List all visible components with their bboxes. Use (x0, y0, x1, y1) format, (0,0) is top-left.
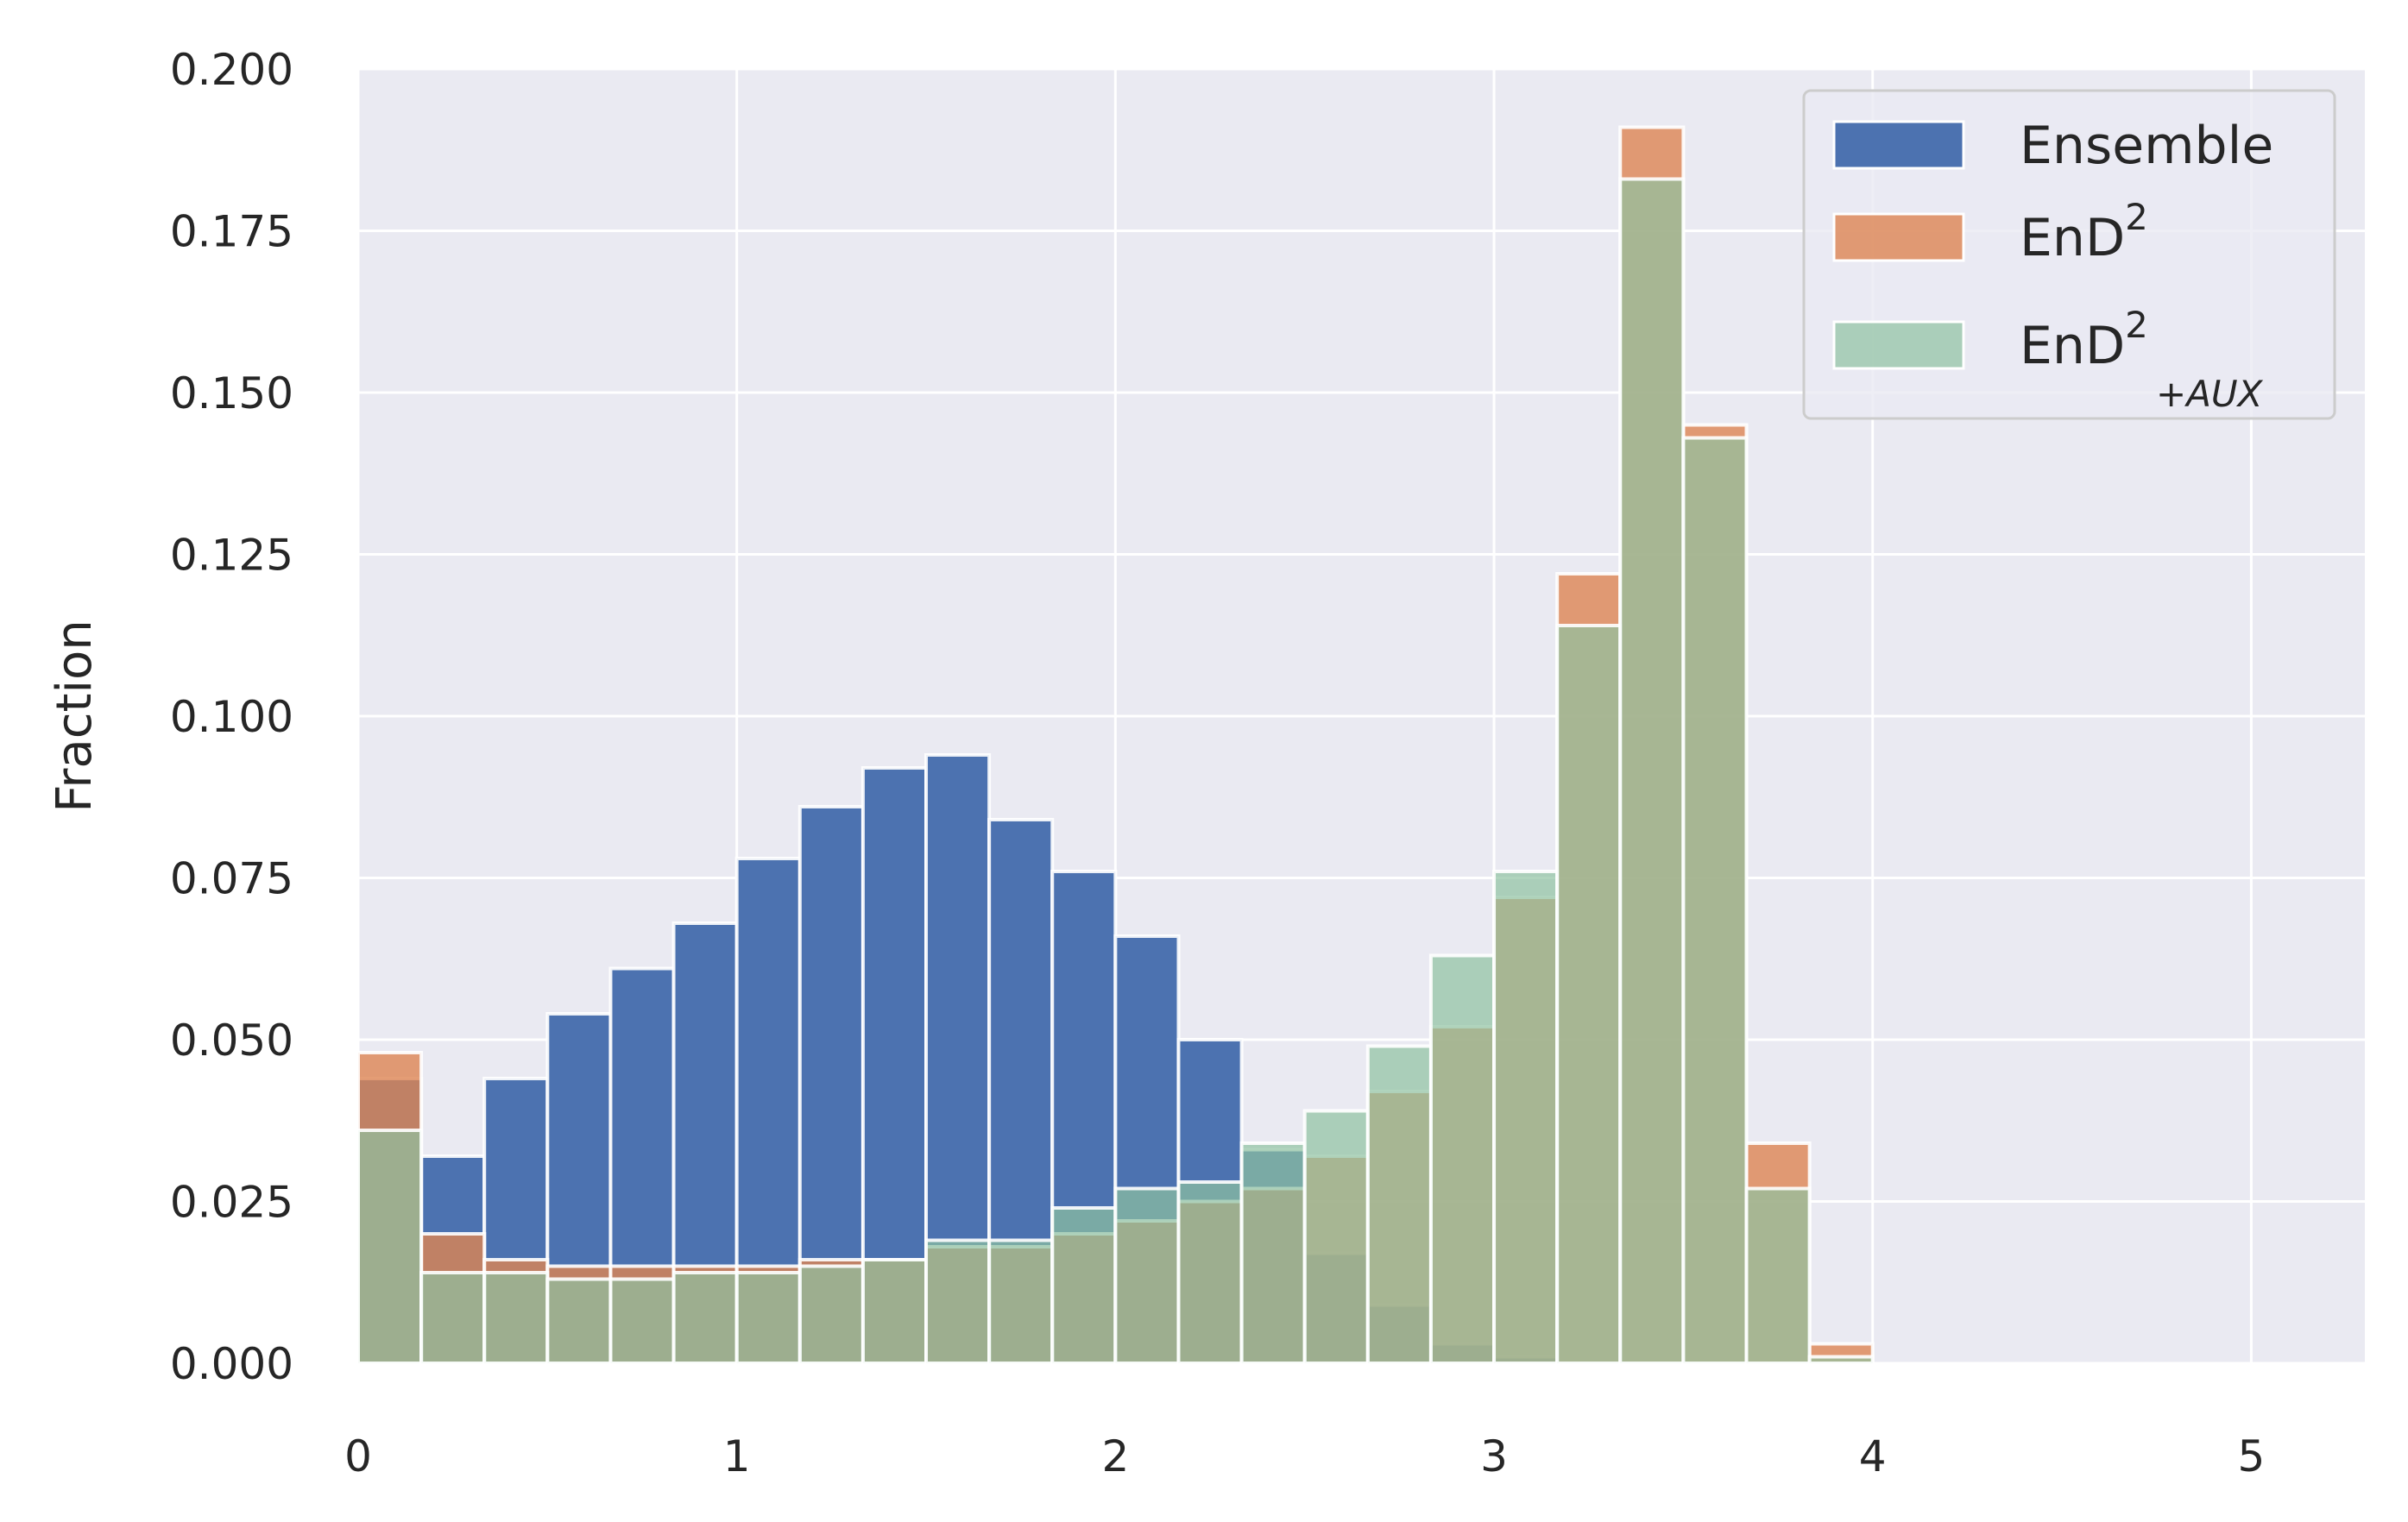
y-tick-label: 0.200 (170, 45, 293, 95)
legend-label-sup: 2 (2125, 304, 2148, 346)
y-tick-label: 0.150 (170, 368, 293, 418)
y-tick-labels: 0.000 0.025 0.050 0.075 0.100 0.125 0.150 0.175… (170, 45, 293, 1389)
bar (924, 1238, 992, 1365)
bar (419, 1271, 487, 1365)
bars-layer (356, 125, 1875, 1365)
y-tick-label: 0.000 (170, 1339, 293, 1389)
x-tick-label: 3 (1480, 1431, 1508, 1481)
bar (1555, 624, 1623, 1365)
x-tick-label: 2 (1101, 1431, 1129, 1481)
legend-swatch (1832, 320, 1965, 370)
bar (1492, 870, 1560, 1365)
legend-label-sup: 2 (2125, 196, 2148, 238)
legend-label: EnD2+AUX (2020, 304, 2264, 415)
legend-label: EnD2 (2020, 196, 2148, 268)
legend-label-sub: +AUX (2156, 373, 2264, 415)
y-tick-label: 0.125 (170, 531, 293, 581)
bar (356, 1129, 424, 1365)
x-tick-label: 1 (723, 1431, 751, 1481)
bar (1302, 1109, 1370, 1365)
bar (1618, 177, 1686, 1365)
bar (1050, 1206, 1118, 1365)
y-tick-label: 0.025 (170, 1178, 293, 1228)
bar (545, 1277, 613, 1365)
y-tick-label: 0.075 (170, 854, 293, 904)
bar (860, 1258, 929, 1365)
y-tick-label: 0.175 (170, 207, 293, 257)
series-2-bars (356, 177, 1875, 1365)
bar (1176, 1180, 1244, 1365)
y-tick-label: 0.050 (170, 1016, 293, 1066)
legend-label-name: EnD (2020, 208, 2125, 268)
bar (1365, 1044, 1433, 1365)
bar (1428, 953, 1497, 1365)
legend-label-name: Ensemble (2020, 116, 2273, 176)
bar (1807, 1355, 1875, 1365)
bar (987, 1238, 1055, 1365)
x-tick-labels: 0 1 2 3 4 5 (344, 1431, 2265, 1481)
legend-swatch (1832, 212, 1965, 262)
bar (1681, 436, 1749, 1365)
bar (1744, 1186, 1812, 1365)
legend-label-name: EnD (2020, 316, 2125, 376)
bar (797, 1264, 865, 1365)
legend-label: Ensemble (2020, 116, 2273, 176)
bar (734, 1271, 802, 1365)
x-tick-label: 4 (1859, 1431, 1887, 1481)
bar (1239, 1142, 1307, 1365)
bar (608, 1277, 676, 1365)
x-tick-label: 5 (2237, 1431, 2265, 1481)
y-tick-label: 0.100 (170, 692, 293, 742)
bar (482, 1271, 550, 1365)
bar (671, 1271, 739, 1365)
bar (1113, 1186, 1181, 1365)
legend-swatch (1832, 120, 1965, 170)
x-tick-label: 0 (344, 1431, 372, 1481)
y-axis-label: Fraction (47, 619, 103, 813)
